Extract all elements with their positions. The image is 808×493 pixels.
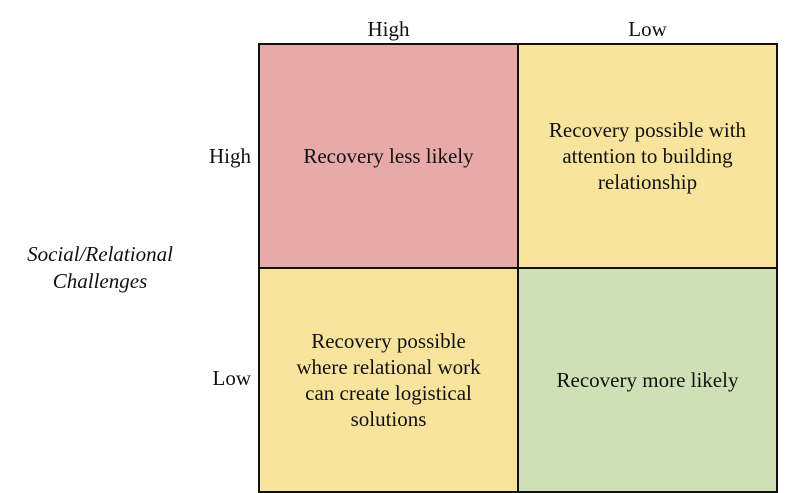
cell-high-high: Recovery less likely [260, 45, 517, 267]
matrix-grid: Recovery less likely Recovery possible w… [258, 43, 778, 493]
cell-text: Recovery possible with attention to buil… [548, 118, 747, 194]
row-axis-title-line1: Social/Relational [27, 242, 173, 266]
cell-high-low: Recovery possible with attention to buil… [519, 45, 776, 267]
cell-low-high: Recovery possible where relational work … [260, 269, 517, 491]
cell-text: Recovery less likely [303, 144, 474, 168]
cell-text: Recovery more likely [556, 368, 739, 392]
row-axis-title-line2: Challenges [52, 269, 148, 293]
row-axis-title: Social/Relational Challenges [0, 241, 200, 295]
column-label-low: Low [628, 17, 667, 41]
column-label-high: High [367, 17, 410, 41]
cell-text: Recovery possible where relational work … [296, 329, 481, 431]
cell-low-low: Recovery more likely [519, 269, 776, 491]
row-label-high: High [209, 144, 251, 168]
row-label-low: Low [212, 366, 252, 390]
